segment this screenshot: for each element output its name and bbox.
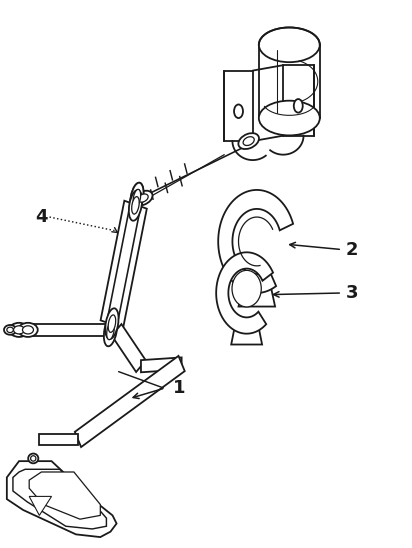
Polygon shape [75,356,185,447]
Ellipse shape [243,136,254,146]
Ellipse shape [108,315,116,333]
Polygon shape [28,324,117,336]
Ellipse shape [129,190,142,221]
Ellipse shape [234,105,243,118]
Text: 4: 4 [35,208,48,226]
Polygon shape [216,252,273,334]
Polygon shape [283,65,314,136]
Ellipse shape [23,326,33,334]
Ellipse shape [105,309,119,339]
Polygon shape [29,472,101,519]
Ellipse shape [130,182,143,213]
Ellipse shape [14,326,25,334]
Polygon shape [141,357,182,372]
Polygon shape [224,71,253,141]
Polygon shape [259,45,320,118]
Ellipse shape [7,327,13,333]
Ellipse shape [18,323,38,337]
Ellipse shape [9,323,29,337]
Polygon shape [112,324,146,372]
Ellipse shape [104,316,117,346]
Polygon shape [13,469,106,529]
Ellipse shape [130,182,143,213]
Ellipse shape [138,194,148,202]
Ellipse shape [132,197,139,214]
Polygon shape [239,288,275,306]
Ellipse shape [239,133,259,149]
Text: 2: 2 [346,241,358,259]
Ellipse shape [232,270,261,307]
Ellipse shape [294,99,303,113]
Ellipse shape [30,456,36,461]
Ellipse shape [28,454,38,463]
Polygon shape [231,328,262,345]
Ellipse shape [133,191,152,206]
Polygon shape [29,496,52,515]
Polygon shape [40,434,78,444]
Ellipse shape [133,189,140,207]
Ellipse shape [259,101,320,135]
Ellipse shape [107,322,114,340]
Polygon shape [101,201,147,328]
Polygon shape [218,190,293,293]
Ellipse shape [259,27,320,62]
Polygon shape [7,461,117,537]
Text: 1: 1 [173,379,186,397]
Ellipse shape [4,325,16,335]
Text: 3: 3 [346,284,358,302]
